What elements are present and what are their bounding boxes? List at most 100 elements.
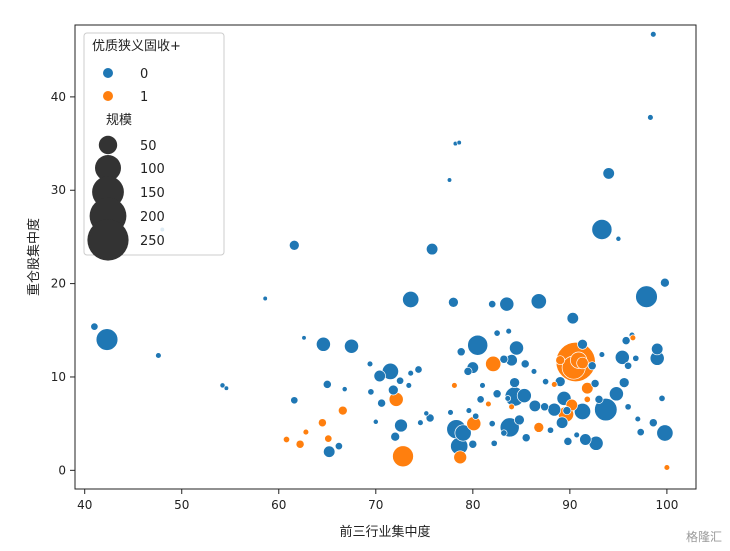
x-tick-label: 40 <box>77 498 92 512</box>
data-point-series-1 <box>485 355 502 372</box>
data-point-series-0 <box>323 445 336 458</box>
data-point-series-0 <box>448 296 459 308</box>
data-point-series-0 <box>634 415 642 423</box>
legend-size-marker-250 <box>87 219 129 261</box>
data-point-series-1 <box>282 435 291 444</box>
legend-hue-marker-0 <box>103 68 113 78</box>
data-point-series-0 <box>472 412 480 420</box>
data-point-series-0 <box>479 382 486 389</box>
data-point-series-0 <box>90 322 99 331</box>
data-point-series-0 <box>546 426 555 434</box>
data-point-series-0 <box>598 351 606 358</box>
legend-size-marker-50 <box>98 135 118 155</box>
data-point-series-1 <box>629 334 637 342</box>
data-point-series-0 <box>651 342 664 356</box>
data-point-series-0 <box>390 431 401 442</box>
data-point-series-0 <box>425 413 435 423</box>
data-point-series-0 <box>594 394 604 404</box>
data-point-series-0 <box>476 395 485 404</box>
data-point-series-0 <box>288 239 300 251</box>
data-point-series-0 <box>402 290 420 309</box>
data-point-series-1 <box>581 382 594 395</box>
y-axis-title: 重仓股集中度 <box>26 218 42 296</box>
data-point-series-0 <box>315 336 331 352</box>
data-point-series-0 <box>493 329 501 337</box>
data-point-series-0 <box>447 409 454 416</box>
data-point-series-1 <box>337 405 348 416</box>
data-point-series-0 <box>658 394 666 402</box>
data-point-series-0 <box>341 386 348 393</box>
data-point-series-0 <box>367 388 375 396</box>
data-point-series-0 <box>647 114 654 121</box>
x-tick-label: 100 <box>655 498 678 512</box>
x-tick-label: 60 <box>271 498 286 512</box>
data-point-series-0 <box>454 424 472 442</box>
data-point-series-0 <box>579 433 592 446</box>
legend-size-marker-100 <box>95 155 121 181</box>
y-tick-label: 10 <box>51 370 66 384</box>
x-axis-ticks: 40 50 60 70 80 90 100 <box>77 489 678 512</box>
data-point-series-0 <box>542 378 550 386</box>
data-point-series-0 <box>530 293 547 310</box>
data-point-series-0 <box>262 295 268 302</box>
y-axis-ticks: 0 10 20 30 40 <box>51 90 75 477</box>
data-point-series-0 <box>467 334 489 356</box>
y-tick-label: 40 <box>51 90 66 104</box>
data-point-series-0 <box>562 406 572 416</box>
legend-hue-label-0: 0 <box>140 67 148 82</box>
data-point-series-0 <box>405 382 413 389</box>
data-point-series-0 <box>636 428 645 437</box>
data-point-series-0 <box>456 347 466 357</box>
data-point-series-0 <box>387 384 399 396</box>
data-point-series-0 <box>618 377 630 388</box>
data-point-series-0 <box>520 359 530 369</box>
data-point-series-0 <box>624 403 632 411</box>
data-point-series-0 <box>396 376 405 385</box>
data-point-series-1 <box>508 403 515 411</box>
data-point-series-0 <box>624 361 633 370</box>
x-tick-label: 50 <box>174 498 189 512</box>
x-tick-label: 90 <box>562 498 577 512</box>
data-point-series-0 <box>591 219 613 240</box>
data-point-series-0 <box>407 369 414 377</box>
data-point-series-0 <box>509 340 524 356</box>
data-point-series-0 <box>425 242 439 256</box>
data-point-series-0 <box>590 379 600 388</box>
x-tick-label: 70 <box>368 498 383 512</box>
data-point-series-0 <box>656 424 674 442</box>
data-point-series-0 <box>463 366 473 376</box>
data-point-series-0 <box>594 397 618 422</box>
data-point-series-0 <box>414 365 423 374</box>
data-point-series-0 <box>614 349 630 365</box>
data-point-series-0 <box>516 388 532 404</box>
y-tick-label: 0 <box>58 463 66 477</box>
data-point-series-0 <box>488 300 497 309</box>
data-point-series-0 <box>417 419 424 426</box>
data-point-series-0 <box>505 327 512 335</box>
data-point-series-1 <box>317 418 327 428</box>
watermark-text: 格隆汇 <box>685 530 722 544</box>
data-point-series-0 <box>334 442 343 451</box>
data-point-series-0 <box>660 277 670 288</box>
data-point-series-0 <box>621 336 631 346</box>
data-point-series-1 <box>324 434 333 443</box>
data-point-series-0 <box>446 177 453 183</box>
data-point-series-0 <box>372 418 379 425</box>
legend: 优质狭义固收+ 0 1 规模 50 100 150 200 250 <box>83 32 225 261</box>
data-point-series-0 <box>573 402 592 421</box>
legend-size-label-150: 150 <box>140 186 165 201</box>
data-point-series-0 <box>563 436 573 446</box>
data-point-series-0 <box>528 399 542 413</box>
data-point-series-0 <box>377 398 387 408</box>
data-point-series-0 <box>366 360 374 368</box>
legend-size-label-200: 200 <box>140 210 165 225</box>
x-axis-title: 前三行业集中度 <box>339 524 430 540</box>
data-point-series-0 <box>635 285 658 308</box>
data-point-series-0 <box>573 431 580 439</box>
legend-size-label-250: 250 <box>140 234 165 249</box>
data-point-series-0 <box>566 312 579 325</box>
data-point-series-0 <box>301 335 307 341</box>
watermark-logo: 格隆汇 <box>686 528 722 545</box>
data-point-series-1 <box>551 381 558 388</box>
